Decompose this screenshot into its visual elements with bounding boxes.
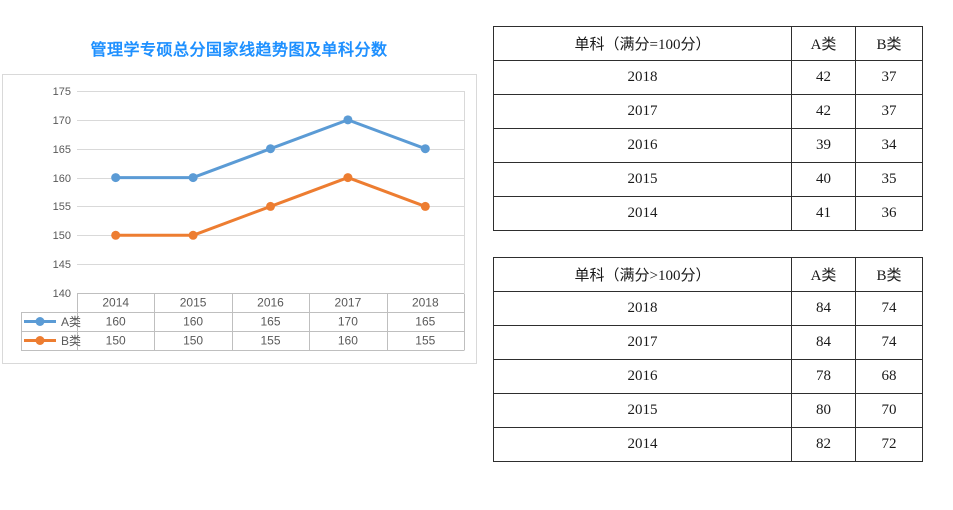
y-axis-tick-label: 175 — [53, 86, 71, 98]
score-table-row: 2017 84 74 — [493, 325, 923, 360]
chart-table-value: 150 — [183, 334, 203, 348]
data-point-a — [111, 173, 121, 183]
year-cell: 2014 — [493, 427, 792, 462]
score-table-row: 2016 78 68 — [493, 359, 923, 394]
y-axis-tick-label: 165 — [53, 144, 71, 156]
chart-table-value: 165 — [415, 315, 435, 329]
chart-table-year-label: 2017 — [335, 296, 362, 310]
score-cell: 41 — [791, 196, 856, 231]
chart-table-value: 165 — [260, 315, 280, 329]
score-cell: 40 — [791, 162, 856, 197]
column-header-b: B类 — [855, 26, 923, 61]
chart-table-year-label: 2016 — [257, 296, 284, 310]
score-cell: 84 — [791, 291, 856, 326]
column-header-b: B类 — [855, 257, 923, 292]
data-point-b — [343, 173, 353, 183]
trend-chart-svg: 140 145 150 155 160 165 170 175 2014 2015 2016 2017… — [21, 86, 465, 351]
year-cell: 2016 — [493, 128, 792, 163]
data-point-b — [111, 230, 121, 240]
legend-label: A类 — [61, 315, 81, 329]
year-cell: 2017 — [493, 325, 792, 360]
score-cell: 37 — [855, 94, 923, 129]
score-cell: 84 — [791, 325, 856, 360]
year-cell: 2018 — [493, 291, 792, 326]
chart-table-value: 155 — [415, 334, 435, 348]
chart-table-year-label: 2018 — [412, 296, 439, 310]
year-cell: 2018 — [493, 60, 792, 95]
chart-table-year-label: 2015 — [180, 296, 207, 310]
data-point-b — [188, 230, 198, 240]
year-cell: 2017 — [493, 94, 792, 129]
score-cell: 42 — [791, 60, 856, 95]
score-cell: 37 — [855, 60, 923, 95]
year-cell: 2015 — [493, 393, 792, 428]
chart-table-value: 160 — [183, 315, 203, 329]
score-cell: 72 — [855, 427, 923, 462]
score-table-row: 2018 42 37 — [493, 60, 923, 95]
score-cell: 68 — [855, 359, 923, 394]
chart-table-value: 155 — [260, 334, 280, 348]
score-table-body: 2018 84 74 2017 84 74 2016 78 68 2015 80 70 2014 82 72 — [493, 291, 923, 462]
score-cell: 78 — [791, 359, 856, 394]
y-axis-tick-label: 170 — [53, 115, 71, 127]
year-cell: 2016 — [493, 359, 792, 394]
score-table-header-row: 单科（满分>100分） A类 B类 — [493, 257, 923, 292]
score-table-title: 单科（满分>100分） — [493, 257, 792, 292]
score-table-row: 2017 42 37 — [493, 94, 923, 129]
chart-table-value: 160 — [338, 334, 358, 348]
score-table-title: 单科（满分=100分） — [493, 26, 792, 61]
chart-table-value: 170 — [338, 315, 358, 329]
score-cell: 74 — [855, 325, 923, 360]
chart-table-year-label: 2014 — [102, 296, 129, 310]
score-cell: 80 — [791, 393, 856, 428]
score-cell: 36 — [855, 196, 923, 231]
score-table-row: 2015 40 35 — [493, 162, 923, 197]
score-cell: 82 — [791, 427, 856, 462]
chart-table-value: 160 — [106, 315, 126, 329]
score-cell: 34 — [855, 128, 923, 163]
year-cell: 2015 — [493, 162, 792, 197]
y-axis-tick-label: 160 — [53, 173, 71, 185]
y-axis-tick-label: 150 — [53, 230, 71, 242]
y-axis-tick-label: 145 — [53, 259, 71, 271]
data-point-a — [188, 173, 198, 183]
data-point-b — [266, 201, 275, 211]
data-point-a — [343, 115, 353, 125]
y-axis-tick-label: 140 — [53, 288, 71, 300]
column-header-a: A类 — [791, 26, 856, 61]
chart-table-value: 150 — [106, 334, 126, 348]
trend-chart-box: 140 145 150 155 160 165 170 175 2014 2015 2016 2017… — [2, 74, 477, 364]
score-cell: 70 — [855, 393, 923, 428]
score-table-body: 2018 42 37 2017 42 37 2016 39 34 2015 40 35 2014 41 36 — [493, 60, 923, 231]
score-table-row: 2014 82 72 — [493, 427, 923, 462]
score-cell: 35 — [855, 162, 923, 197]
data-point-a — [420, 144, 430, 154]
score-cell: 74 — [855, 291, 923, 326]
score-table-row: 2014 41 36 — [493, 196, 923, 231]
score-table-row: 2018 84 74 — [493, 291, 923, 326]
column-header-a: A类 — [791, 257, 856, 292]
year-cell: 2014 — [493, 196, 792, 231]
score-table-row: 2015 80 70 — [493, 393, 923, 428]
data-point-b — [420, 201, 430, 211]
score-table-row: 2016 39 34 — [493, 128, 923, 163]
legend-key-marker-b — [35, 336, 45, 345]
score-table-header-row: 单科（满分=100分） A类 B类 — [493, 26, 923, 61]
score-table-full-over-100: 单科（满分>100分） A类 B类 2018 84 74 2017 84 74 2016 78… — [493, 257, 923, 462]
score-table-full-equals-100: 单科（满分=100分） A类 B类 2018 42 37 2017 42 37 2016 39… — [493, 26, 923, 231]
score-cell: 39 — [791, 128, 856, 163]
chart-title: 管理学专硕总分国家线趋势图及单科分数 — [90, 42, 388, 59]
legend-key-marker-a — [35, 317, 45, 326]
score-cell: 42 — [791, 94, 856, 129]
data-point-a — [266, 144, 275, 154]
legend-label: B类 — [61, 334, 81, 348]
y-axis-tick-label: 155 — [53, 201, 71, 213]
